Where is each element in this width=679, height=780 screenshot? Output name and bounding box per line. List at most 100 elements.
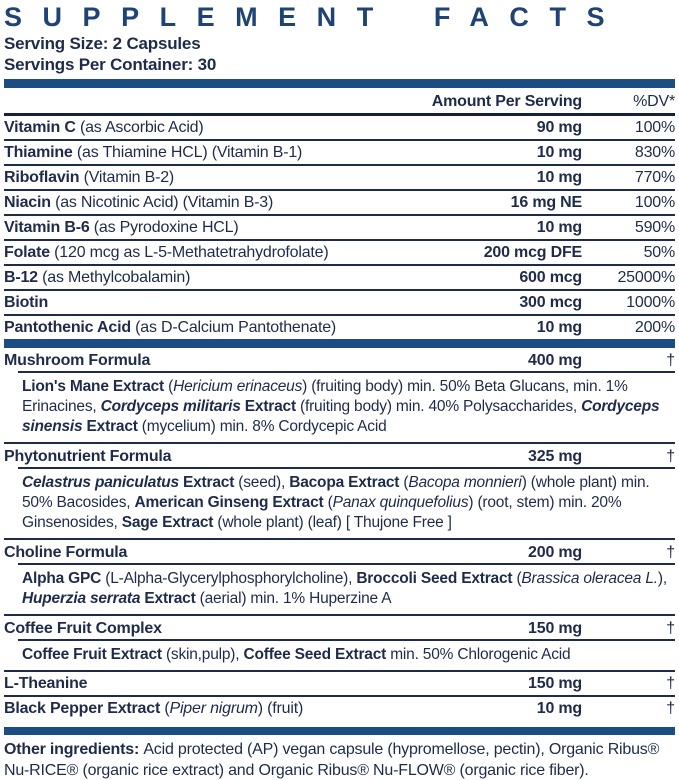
text-segment: Cordyceps militaris: [100, 398, 241, 415]
table-row: Pantothenic Acid (as D-Calcium Pantothen…: [4, 316, 675, 339]
amount-value: 10 mg: [536, 219, 582, 236]
text-segment: Coffee Seed Extract: [243, 646, 387, 663]
text-segment: Coffee Fruit Complex: [4, 620, 162, 637]
text-segment: ) (root, stem) min. 20% Ginsenosides,: [22, 494, 622, 531]
text-segment: (seed),: [234, 474, 290, 491]
text-segment: (: [399, 474, 409, 491]
ingredient-name: Biotin: [4, 293, 519, 312]
text-segment: (skin,pulp),: [161, 646, 244, 663]
text-segment: (: [512, 570, 522, 587]
amount-value: 10 mg: [536, 700, 582, 717]
text-segment: Sage Extract: [121, 514, 214, 531]
text-segment: (aerial) min. 1% Huperzine A: [195, 590, 392, 607]
text-segment: (as Ascorbic Acid): [79, 119, 204, 136]
formula-ingredients-text: Lion's Mane Extract (Hericium erinaceus)…: [22, 373, 675, 442]
table-row: Coffee Fruit Complex 150 mg †: [4, 616, 675, 641]
table-row: Phytonutrient Formula 325 mg †: [4, 444, 675, 469]
table-row: Riboflavin (Vitamin B-2) 10 mg 770%: [4, 166, 675, 191]
text-segment: Coffee Fruit Extract: [22, 646, 162, 663]
text-segment: (fruiting body) min. 40% Polysaccharides…: [295, 398, 582, 415]
table-row: Vitamin B-6 (as Pyrodoxine HCL) 10 mg 590%: [4, 216, 675, 241]
formula-ingredients-text: Celastrus paniculatus Extract (seed), Ba…: [22, 469, 675, 538]
dv-value: 200%: [634, 319, 675, 336]
formula-sections: Mushroom Formula 400 mg † Lion's Mane Extra…: [4, 348, 675, 672]
text-segment: Alpha GPC: [22, 570, 102, 587]
text-segment: Phytonutrient Formula: [4, 448, 172, 465]
text-segment: ) (fruit): [257, 700, 304, 717]
table-row: B-12 (as Methylcobalamin) 600 mcg 25000%: [4, 266, 675, 291]
text-segment: ),: [657, 570, 667, 587]
text-segment: Vitamin C: [4, 119, 80, 136]
table-row: Biotin 300 mcg 1000%: [4, 291, 675, 316]
text-segment: (as Nicotinic Acid) (Vitamin B-3): [55, 194, 274, 211]
table-row: L-Theanine 150 mg †: [4, 672, 675, 697]
text-segment: Acid protected (AP) vegan capsule (hypro…: [4, 741, 660, 779]
text-segment: (as D-Calcium Pantothenate): [135, 319, 337, 336]
amount-value: 150 mg: [528, 620, 582, 637]
amount-value: 10 mg: [536, 319, 582, 336]
amount-value: 90 mg: [536, 119, 582, 136]
dv-value: 1000%: [626, 294, 675, 311]
text-segment: (whole plant) (leaf) [ Thujone Free ]: [213, 514, 452, 531]
formula-section: Mushroom Formula 400 mg † Lion's Mane Extra…: [4, 348, 675, 444]
text-segment: Cordyceps sinensis: [22, 398, 660, 435]
serving-size: Serving Size: 2 Capsules: [4, 34, 201, 53]
text-segment: Folate: [4, 244, 55, 261]
dv-value: †: [666, 544, 675, 561]
text-segment: Panax quinquefolius: [332, 494, 469, 511]
table-row: Vitamin C (as Ascorbic Acid) 90 mg 100%: [4, 116, 675, 141]
dv-value: 770%: [634, 169, 675, 186]
ingredient-name: Folate (120 mcg as L-5-Methatetrahydrofo…: [4, 243, 484, 262]
text-segment: (as Thiamine HCL) (Vitamin B-1): [76, 144, 303, 161]
text-segment: Pantothenic Acid: [4, 319, 136, 336]
divider-bar-top: [4, 79, 675, 88]
text-segment: Choline Formula: [4, 544, 128, 561]
divider-bar-bottom: [4, 727, 675, 735]
text-segment: (: [323, 494, 333, 511]
formula-ingredients-text: Coffee Fruit Extract (skin,pulp), Coffee…: [22, 641, 675, 670]
table-row: Choline Formula 200 mg †: [4, 540, 675, 565]
ingredient-name: Choline Formula: [4, 543, 528, 562]
dv-value: 100%: [634, 119, 675, 136]
column-header-row: Amount Per Serving %DV*: [4, 88, 675, 116]
column-header-amount: Amount Per Serving: [431, 93, 582, 110]
text-segment: (: [160, 700, 170, 717]
formula-section: Coffee Fruit Complex 150 mg † Coffee Fruit …: [4, 616, 675, 672]
text-segment: Extract: [240, 398, 296, 415]
dv-value: 25000%: [617, 269, 675, 286]
ingredient-name: Coffee Fruit Complex: [4, 619, 528, 638]
amount-value: 200 mcg DFE: [483, 244, 582, 261]
text-segment: Black Pepper Extract: [4, 700, 161, 717]
ingredient-name: Niacin (as Nicotinic Acid) (Vitamin B-3): [4, 193, 511, 212]
text-segment: Thiamine: [4, 144, 77, 161]
dv-value: 590%: [634, 219, 675, 236]
end-rows: L-Theanine 150 mg † Black Pepper Extract (P…: [4, 672, 675, 720]
servings-per-container: Servings Per Container: 30: [4, 55, 217, 74]
text-segment: Lion's Mane Extract: [22, 378, 165, 395]
text-segment: ) (fruiting body) min. 50% Beta Glucans,…: [22, 378, 628, 415]
dv-value: 830%: [634, 144, 675, 161]
ingredient-name: B-12 (as Methylcobalamin): [4, 268, 519, 287]
amount-value: 200 mg: [528, 544, 582, 561]
amount-value: 325 mg: [528, 448, 582, 465]
table-row: Folate (120 mcg as L-5-Methatetrahydrofo…: [4, 241, 675, 266]
ingredient-name: Vitamin C (as Ascorbic Acid): [4, 118, 537, 137]
amount-value: 150 mg: [528, 675, 582, 692]
text-segment: (mycelium) min. 8% Cordycepic Acid: [137, 418, 387, 435]
text-segment: Brassica oleracea L.: [521, 570, 658, 587]
column-header-dv: %DV*: [633, 93, 675, 110]
dv-value: †: [666, 352, 675, 369]
text-segment: Extract: [140, 590, 196, 607]
text-segment: Celastrus paniculatus: [22, 474, 179, 491]
text-segment: (120 mcg as L-5-Methatetrahydrofolate): [54, 244, 329, 261]
vitamin-rows: Vitamin C (as Ascorbic Acid) 90 mg 100% Thi…: [4, 116, 675, 339]
text-segment: B-12: [4, 269, 43, 286]
table-row: Mushroom Formula 400 mg †: [4, 348, 675, 373]
text-segment: L-Theanine: [4, 675, 88, 692]
text-segment: Mushroom Formula: [4, 352, 151, 369]
dv-value: 100%: [634, 194, 675, 211]
amount-value: 600 mcg: [519, 269, 582, 286]
dv-value: †: [666, 675, 675, 692]
text-segment: (: [164, 378, 174, 395]
